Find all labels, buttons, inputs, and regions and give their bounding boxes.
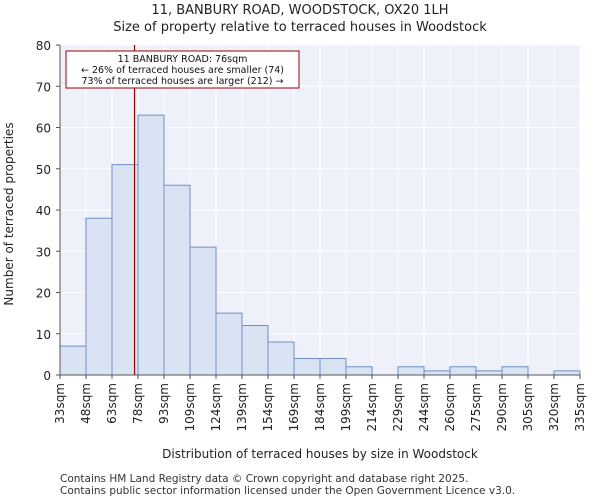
- bar: [111, 164, 139, 376]
- x-tick-label: 214sqm: [365, 383, 379, 431]
- bar: [163, 184, 191, 376]
- bar: [293, 358, 321, 376]
- x-tick-label: 199sqm: [339, 383, 353, 431]
- bar: [241, 325, 269, 376]
- annotation-line: ← 26% of terraced houses are smaller (74…: [81, 65, 284, 76]
- x-tick-label: 305sqm: [521, 383, 535, 431]
- bar: [449, 366, 477, 376]
- bar: [215, 312, 243, 376]
- bar: [85, 217, 113, 376]
- x-tick-label: 139sqm: [235, 383, 249, 431]
- y-tick-label: 40: [36, 204, 51, 218]
- x-tick-label: 260sqm: [443, 383, 457, 431]
- bar: [345, 366, 373, 376]
- bar: [319, 358, 347, 376]
- bar: [501, 366, 529, 376]
- x-tick-label: 124sqm: [209, 383, 223, 431]
- x-tick-label: 244sqm: [417, 383, 431, 431]
- x-tick-label: 169sqm: [287, 383, 301, 431]
- x-tick-label: 290sqm: [495, 383, 509, 431]
- x-tick-label: 320sqm: [547, 383, 561, 431]
- y-tick-label: 70: [36, 80, 51, 94]
- x-tick-label: 33sqm: [53, 383, 67, 424]
- x-tick-label: 275sqm: [469, 383, 483, 431]
- y-tick-label: 10: [36, 328, 51, 342]
- chart-subtitle: Size of property relative to terraced ho…: [113, 20, 487, 35]
- y-tick-label: 80: [36, 39, 51, 53]
- footer-copyright: Contains HM Land Registry data © Crown c…: [60, 473, 469, 485]
- bar: [189, 246, 217, 376]
- y-axis-label: Number of terraced properties: [2, 122, 16, 305]
- bar: [59, 345, 87, 376]
- x-tick-label: 48sqm: [79, 383, 93, 424]
- y-tick-label: 20: [36, 287, 51, 301]
- y-tick-label: 30: [36, 245, 51, 259]
- x-tick-label: 93sqm: [157, 383, 171, 424]
- annotation-box: [65, 50, 300, 89]
- bar: [397, 366, 425, 376]
- y-tick-label: 50: [36, 163, 51, 177]
- x-tick-label: 63sqm: [105, 383, 119, 424]
- bar: [137, 114, 165, 376]
- x-tick-label: 335sqm: [573, 383, 587, 431]
- bar: [423, 370, 451, 376]
- y-tick-label: 0: [43, 369, 51, 383]
- x-tick-label: 184sqm: [313, 383, 327, 431]
- chart-title: 11, BANBURY ROAD, WOODSTOCK, OX20 1LH: [151, 3, 449, 18]
- bar: [475, 370, 503, 376]
- bar: [553, 370, 581, 376]
- x-tick-label: 154sqm: [261, 383, 275, 431]
- annotation-line: 73% of terraced houses are larger (212) …: [82, 76, 284, 87]
- annotation-line: 11 BANBURY ROAD: 76sqm: [118, 54, 248, 65]
- histogram-chart: 0 10 20 30 40 50 60 70 80 33sqm 48sqm 63sqm 78sqm 93s…: [2, 39, 587, 461]
- x-tick-label: 109sqm: [183, 383, 197, 431]
- bar: [267, 341, 295, 376]
- footer-licence: Contains public sector information licen…: [60, 485, 516, 497]
- x-axis-label: Distribution of terraced houses by size …: [162, 447, 478, 461]
- x-tick-label: 78sqm: [131, 383, 145, 424]
- x-tick-label: 229sqm: [391, 383, 405, 431]
- y-tick-label: 60: [36, 122, 51, 136]
